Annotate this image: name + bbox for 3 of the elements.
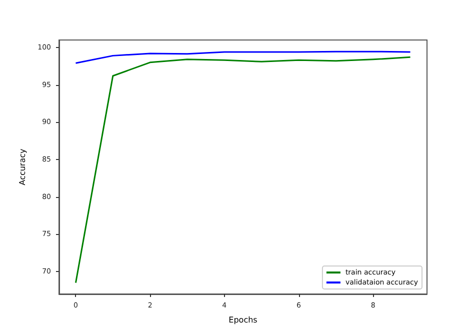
line-series — [74, 50, 412, 64]
y-axis-title: Accuracy — [18, 148, 28, 186]
x-axis-title: Epochs — [228, 316, 258, 324]
